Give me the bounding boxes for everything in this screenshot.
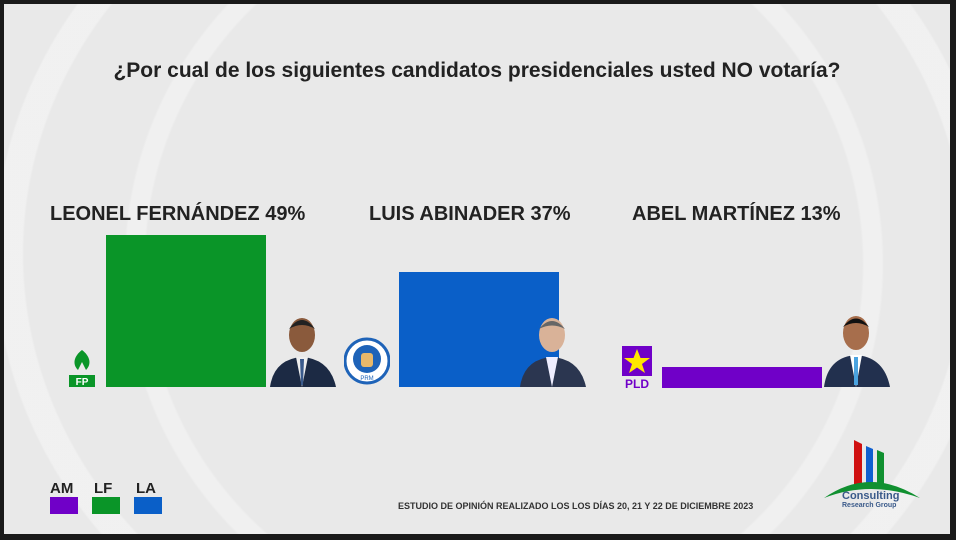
chart-title: ¿Por cual de los siguientes candidatos p… <box>113 59 841 82</box>
legend-swatch-am <box>50 497 78 514</box>
legend-label-am: AM <box>50 480 74 497</box>
legend-label-lf: LF <box>94 480 113 497</box>
legend-label-la: LA <box>136 480 156 497</box>
bar-lf <box>106 235 266 387</box>
category-label-am: ABEL MARTÍNEZ 13% <box>632 203 841 225</box>
candidate-photo-am <box>820 307 892 387</box>
consulting-research-group-logo: Consulting Research Group <box>820 438 924 514</box>
fp-logo-text: FP <box>76 377 89 388</box>
fp-party-logo: FP <box>68 348 96 388</box>
study-date-note: ESTUDIO DE OPINIÓN REALIZADO LOS LOS DÍA… <box>398 501 754 511</box>
prm-logo-text: PRM <box>360 376 373 382</box>
candidate-photo-lf <box>266 307 338 387</box>
candidate-photo-la <box>516 307 588 387</box>
category-label-lf: LEONEL FERNÁNDEZ 49% <box>50 203 306 225</box>
bar-am <box>662 367 822 388</box>
pld-party-logo: PLD <box>622 346 652 391</box>
legend-swatch-la <box>134 497 162 514</box>
prm-party-logo: PRM <box>343 335 391 387</box>
logo-line2: Research Group <box>842 502 897 509</box>
chart-panel: ¿Por cual de los siguientes candidatos p… <box>4 4 950 534</box>
logo-line1: Consulting <box>842 490 900 502</box>
pld-logo-text: PLD <box>625 377 649 390</box>
category-label-la: LUIS ABINADER 37% <box>369 203 571 225</box>
legend-swatch-lf <box>92 497 120 514</box>
